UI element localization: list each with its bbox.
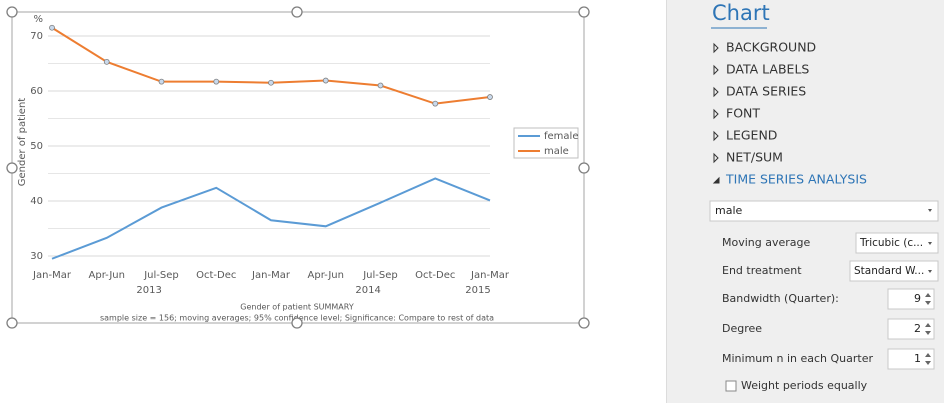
- expand-arrow[interactable]: [712, 176, 720, 184]
- checkbox[interactable]: [725, 380, 737, 392]
- section-header[interactable]: BACKGROUND: [726, 40, 816, 55]
- x-group-label: 2015: [465, 285, 490, 296]
- y-tick-label: 40: [30, 196, 43, 207]
- resize-handle: [291, 317, 303, 329]
- setting-dropdown-value: Tricubic (c...: [859, 237, 923, 249]
- expand-arrow[interactable]: [713, 64, 719, 76]
- resize-handle: [291, 6, 303, 18]
- setting-label: Moving average: [722, 236, 811, 249]
- series-line: [51, 26, 491, 105]
- resize-handle: [6, 6, 18, 18]
- expand-arrow[interactable]: [713, 130, 719, 142]
- x-tick-label: Oct-Dec: [196, 270, 236, 281]
- resize-handle: [6, 162, 18, 174]
- y-axis-label: Gender of patient: [17, 98, 28, 187]
- section-header[interactable]: DATA SERIES: [726, 84, 806, 99]
- y-tick-label: 60: [30, 86, 43, 97]
- x-tick-label: Apr-Jun: [89, 270, 125, 281]
- setting-spinner[interactable]: [887, 348, 935, 370]
- x-tick-label: Jan-Mar: [470, 270, 510, 281]
- y-tick-label: 30: [30, 251, 43, 262]
- point-marker: [432, 100, 439, 107]
- point-marker: [158, 78, 165, 85]
- point-marker: [49, 24, 55, 31]
- setting-spinner-value: 1: [914, 352, 921, 365]
- legend-box: [513, 127, 579, 159]
- side-panel: Chart BACKGROUND DATA LABELS DATA SERIES FO…: [666, 0, 944, 403]
- legend-label: female: [544, 131, 578, 142]
- x-tick-label: Jan-Mar: [251, 270, 291, 281]
- expand-arrow[interactable]: [713, 42, 719, 54]
- expand-arrow[interactable]: [713, 108, 719, 120]
- panel-canvas: Chart BACKGROUND DATA LABELS DATA SERIES FO…: [709, 1, 939, 392]
- section-header[interactable]: LEGEND: [726, 128, 777, 143]
- spinner-up[interactable]: [925, 353, 931, 357]
- x-tick-label: Jan-Mar: [32, 270, 72, 281]
- setting-spinner[interactable]: [887, 318, 935, 340]
- legend-label: male: [544, 146, 569, 157]
- resize-handle: [578, 6, 590, 18]
- section-header[interactable]: DATA LABELS: [726, 62, 809, 77]
- resize-handle: [6, 317, 18, 329]
- footer-title: Gender of patient SUMMARY: [240, 303, 354, 312]
- setting-dropdown-value: Standard W...: [854, 265, 924, 277]
- resize-handle: [578, 162, 590, 174]
- y-tick-label: 70: [30, 31, 43, 42]
- point-marker: [487, 94, 493, 100]
- setting-label: Bandwidth (Quarter):: [722, 292, 839, 305]
- dropdown-arrow: [928, 209, 932, 212]
- setting-label: Degree: [722, 322, 762, 335]
- point-marker: [268, 79, 274, 86]
- series-line: [51, 177, 491, 260]
- panel-title: Chart: [712, 1, 770, 25]
- section-header[interactable]: TIME SERIES ANALYSIS: [725, 172, 867, 187]
- x-group-label: 2013: [136, 285, 161, 296]
- resize-handle: [578, 317, 590, 329]
- spinner-down[interactable]: [925, 301, 931, 305]
- dropdown-arrow: [928, 242, 932, 245]
- point-marker: [213, 78, 220, 85]
- series-dropdown[interactable]: [709, 200, 939, 222]
- section-header[interactable]: FONT: [726, 106, 760, 121]
- x-group-label: 2014: [355, 285, 380, 296]
- setting-spinner-value: 9: [914, 292, 921, 305]
- section-header[interactable]: NET/SUM: [726, 150, 783, 165]
- setting-dropdown[interactable]: [855, 232, 939, 254]
- setting-spinner[interactable]: [887, 288, 935, 310]
- spinner-down[interactable]: [925, 361, 931, 365]
- setting-spinner-value: 2: [914, 322, 921, 335]
- y-unit: %: [33, 14, 43, 25]
- x-tick-label: Jul-Sep: [143, 270, 179, 281]
- point-marker: [103, 58, 110, 65]
- spinner-up[interactable]: [925, 293, 931, 297]
- setting-label: Minimum n in each Quarter: [722, 352, 873, 365]
- x-tick-label: Oct-Dec: [415, 270, 455, 281]
- series-dropdown-value: male: [715, 204, 743, 217]
- expand-arrow[interactable]: [713, 152, 719, 164]
- dropdown-arrow: [928, 270, 932, 273]
- expand-arrow[interactable]: [713, 86, 719, 98]
- x-tick-label: Apr-Jun: [308, 270, 344, 281]
- point-marker: [322, 77, 329, 84]
- y-tick-label: 50: [30, 141, 43, 152]
- spinner-down[interactable]: [925, 331, 931, 335]
- point-marker: [377, 82, 384, 89]
- spinner-up[interactable]: [925, 323, 931, 327]
- setting-dropdown[interactable]: [849, 260, 939, 282]
- setting-label: End treatment: [722, 264, 802, 277]
- x-tick-label: Jul-Sep: [362, 270, 398, 281]
- chart: Gender of patient % Gender of patient SU…: [6, 6, 590, 329]
- checkbox-label: Weight periods equally: [741, 379, 868, 392]
